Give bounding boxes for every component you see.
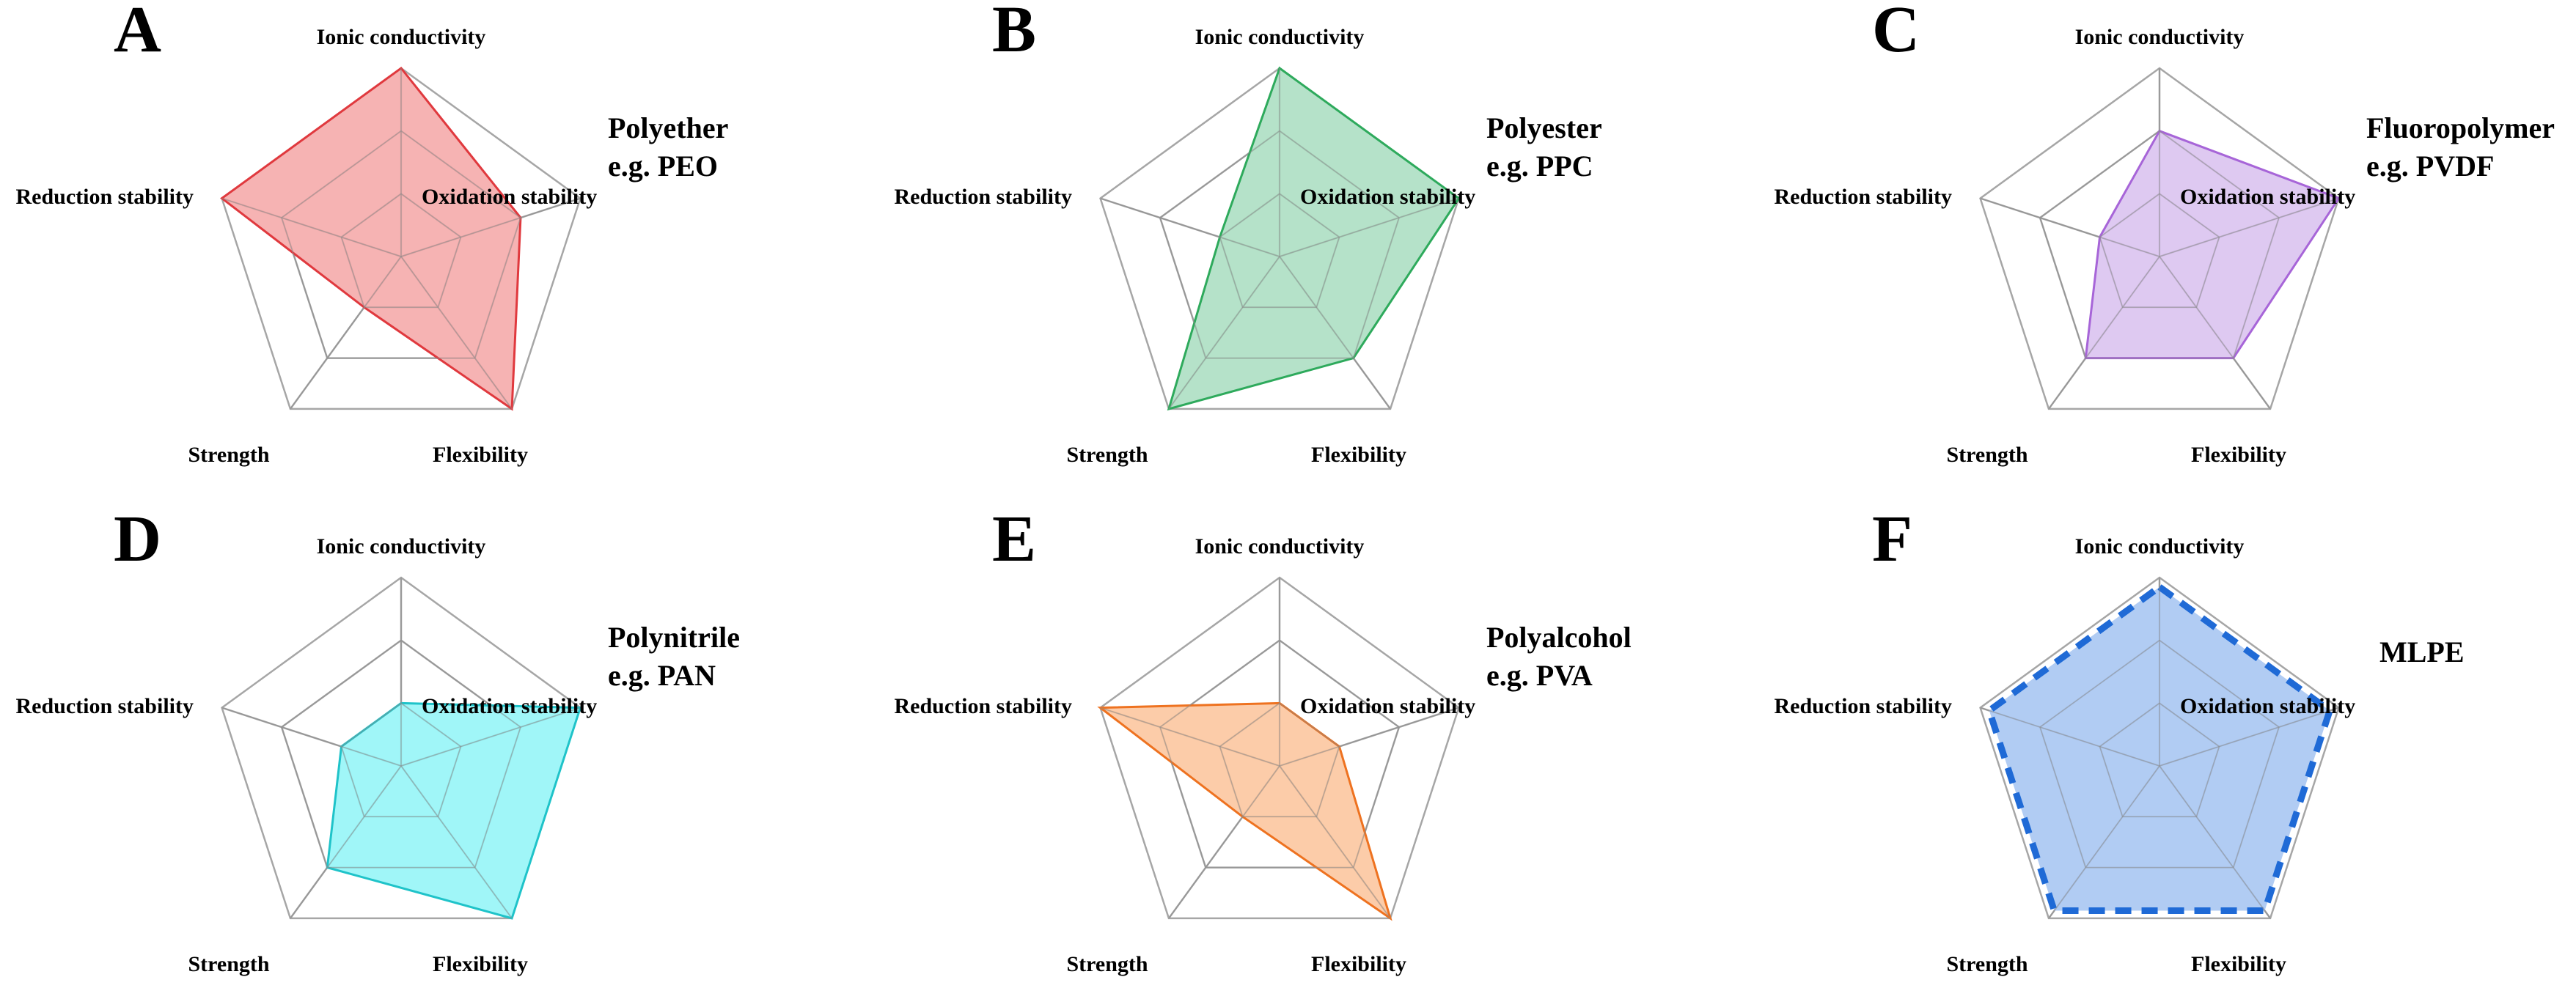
- axis-label: Flexibility: [1311, 443, 1406, 467]
- axis-label: Reduction stability: [15, 694, 194, 718]
- data-polygon: [326, 701, 582, 920]
- axis-spoke-overlay: [290, 765, 402, 919]
- axis-spoke-overlay: [400, 707, 581, 767]
- axis-label: Reduction stability: [15, 185, 194, 209]
- axis-spoke-overlay: [1100, 197, 1280, 257]
- axis-label: Reduction stability: [1774, 185, 1952, 209]
- axis-label: Ionic conductivity: [317, 534, 486, 558]
- data-polygon: [1167, 66, 1461, 411]
- axis-label: Flexibility: [2191, 443, 2286, 467]
- axis-label: Flexibility: [1311, 952, 1406, 976]
- axis-label: Strength: [1946, 443, 2028, 467]
- grid-ring-overlay: [340, 193, 462, 309]
- grid-ring-overlay: [2099, 702, 2220, 818]
- panel-letter: D: [114, 503, 161, 575]
- polymer-class-name: Polyalcohol: [1486, 621, 1632, 654]
- axis-label: Ionic conductivity: [1195, 534, 1365, 558]
- polymer-class-name: MLPE: [2379, 635, 2465, 668]
- axis-spoke-overlay: [1980, 707, 2160, 767]
- axis-label: Ionic conductivity: [1195, 25, 1365, 49]
- axis-spoke-overlay: [2159, 256, 2271, 410]
- axis-label: Reduction stability: [1774, 694, 1952, 718]
- axis-spoke-overlay: [1168, 765, 1280, 919]
- axis-label: Oxidation stability: [422, 185, 597, 209]
- grid-ring-overlay: [1159, 130, 1400, 359]
- grid-ring: [1979, 576, 2340, 920]
- axis-label: Oxidation stability: [422, 694, 597, 718]
- axis-spoke-overlay: [1279, 197, 1459, 257]
- polymer-class-name: Polyether: [608, 111, 728, 144]
- axis-spoke-overlay: [400, 256, 513, 410]
- polymer-example: e.g. PVDF: [2366, 150, 2494, 183]
- panel-letter: F: [1872, 503, 1912, 575]
- axis-label: Strength: [1066, 952, 1148, 976]
- axis-spoke-overlay: [1279, 765, 1391, 919]
- axis-spoke-overlay: [400, 197, 581, 257]
- radar-panel-f: Ionic conductivity Oxidation stability Fle…: [1774, 503, 2464, 976]
- grid-ring: [1979, 67, 2340, 410]
- axis-label: Flexibility: [433, 952, 528, 976]
- axis-label: Ionic conductivity: [317, 25, 486, 49]
- radar-panel-c: Ionic conductivity Oxidation stability Fle…: [1774, 0, 2555, 467]
- axis-label: Strength: [1066, 443, 1148, 467]
- grid-ring-overlay: [1219, 702, 1340, 818]
- axis-spoke-overlay: [1980, 197, 2160, 257]
- data-polygon: [1097, 701, 1392, 921]
- polymer-example: e.g. PAN: [608, 659, 716, 692]
- axis-label: Oxidation stability: [1300, 694, 1475, 718]
- panel-letter: B: [992, 0, 1036, 66]
- grid-ring-overlay: [281, 639, 521, 869]
- grid-ring-overlay: [2039, 639, 2280, 869]
- axis-spoke-overlay: [2048, 256, 2160, 410]
- grid-ring-overlay: [281, 130, 521, 359]
- polymer-class-name: Polynitrile: [608, 621, 740, 654]
- radar-panel-b: Ionic conductivity Oxidation stability Fle…: [894, 0, 1601, 467]
- panel-letter: A: [114, 0, 161, 66]
- axis-spoke-overlay: [2159, 765, 2271, 919]
- axis-label: Strength: [188, 952, 269, 976]
- grid-ring-overlay: [2099, 193, 2220, 309]
- axis-label: Reduction stability: [894, 694, 1072, 718]
- axis-spoke-overlay: [2048, 765, 2160, 919]
- axis-label: Flexibility: [2191, 952, 2286, 976]
- axis-spoke-overlay: [2159, 197, 2339, 257]
- grid-ring: [221, 576, 581, 920]
- axis-label: Reduction stability: [894, 185, 1072, 209]
- panel-letter: C: [1872, 0, 1920, 66]
- panel-letter: E: [992, 503, 1036, 575]
- axis-spoke-overlay: [1100, 707, 1280, 767]
- axis-spoke-overlay: [290, 256, 402, 410]
- axis-label: Strength: [1946, 952, 2028, 976]
- polymer-class-name: Fluoropolymer: [2366, 111, 2555, 144]
- axis-spoke-overlay: [2159, 707, 2339, 767]
- radar-panel-d: Ionic conductivity Oxidation stability Fle…: [15, 503, 740, 976]
- axis-spoke-overlay: [1168, 256, 1280, 410]
- axis-label: Flexibility: [433, 443, 528, 467]
- polymer-example: e.g. PEO: [608, 150, 718, 183]
- axis-label: Ionic conductivity: [2075, 25, 2245, 49]
- grid-ring: [1099, 576, 1460, 920]
- axis-label: Ionic conductivity: [2075, 534, 2245, 558]
- axis-spoke-overlay: [400, 765, 513, 919]
- axis-spoke-overlay: [221, 197, 402, 257]
- axis-label: Oxidation stability: [2180, 185, 2355, 209]
- axis-label: Oxidation stability: [2180, 694, 2355, 718]
- grid-ring-overlay: [1219, 193, 1340, 309]
- axis-spoke-overlay: [1279, 707, 1459, 767]
- axis-spoke-overlay: [221, 707, 402, 767]
- axis-spoke-overlay: [1279, 256, 1391, 410]
- polymer-example: e.g. PPC: [1486, 150, 1593, 183]
- axis-label: Strength: [188, 443, 269, 467]
- grid-ring-overlay: [1159, 639, 1400, 869]
- radar-panel-a: Ionic conductivity Oxidation stability Fle…: [15, 0, 728, 467]
- polymer-class-name: Polyester: [1486, 111, 1602, 144]
- axis-label: Oxidation stability: [1300, 185, 1475, 209]
- grid-ring-overlay: [2039, 130, 2280, 359]
- radar-panel-e: Ionic conductivity Oxidation stability Fle…: [894, 503, 1631, 976]
- grid-ring-overlay: [340, 702, 462, 818]
- polymer-example: e.g. PVA: [1486, 659, 1593, 692]
